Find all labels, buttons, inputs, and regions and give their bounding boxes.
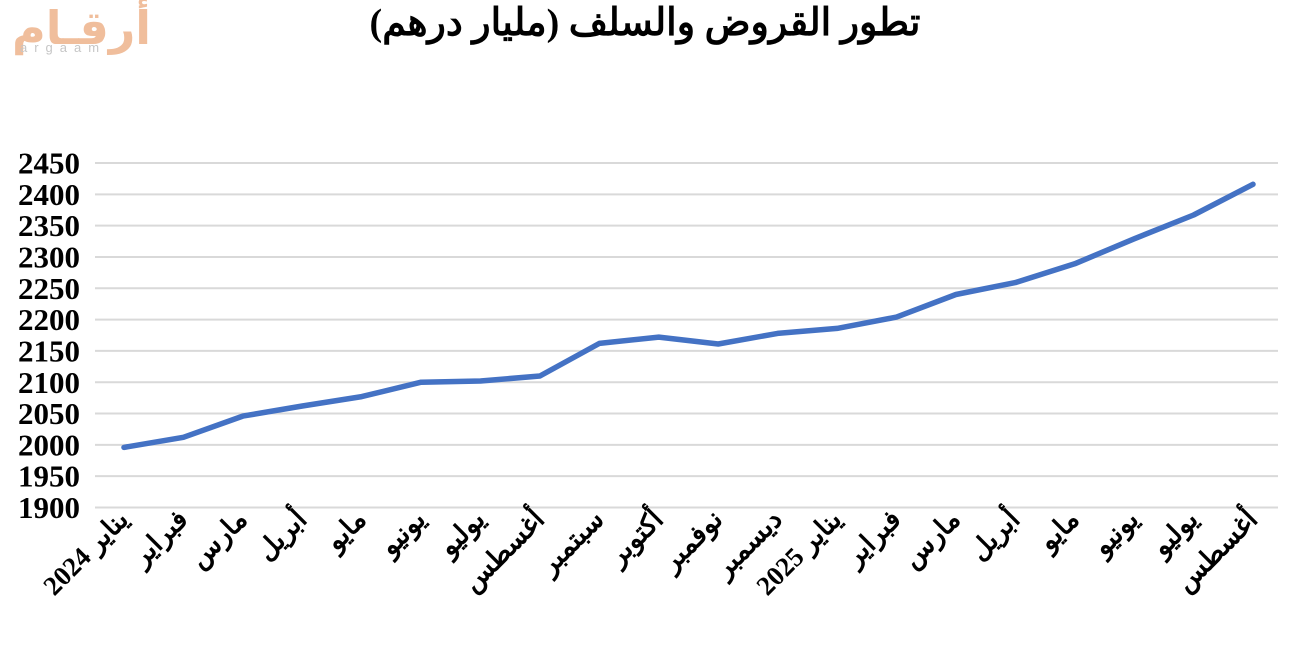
x-tick-label: يونيو [373,504,433,564]
y-tick-label: 2350 [18,208,80,243]
x-tick-label: سبتمبر [532,504,611,583]
y-tick-label: 2300 [18,239,80,274]
x-tick-label: مارس [183,504,254,575]
x-tick-label: فبراير [124,504,195,575]
y-tick-label: 1950 [18,459,80,494]
y-tick-label: 2450 [18,146,80,181]
y-tick-label: 2400 [18,177,80,212]
argaam-logo: أرقـام argaam [12,2,152,55]
y-tick-label: 2000 [18,427,80,462]
argaam-logo-latin-text: argaam [20,39,107,55]
y-axis-labels: 1900195020002050210021502200225023002350… [18,146,80,525]
x-tick-label: أكتوبر [598,502,670,574]
x-tick-label: مايو [318,504,373,559]
gridlines [95,162,1278,509]
y-tick-label: 2050 [18,396,80,431]
x-tick-label: أبريل [248,502,314,568]
argaam-logo-arabic-text: أرقـام [12,1,152,55]
y-tick-label: 2150 [18,333,80,368]
y-tick-label: 2250 [18,271,80,306]
x-tick-label: يونيو [1086,504,1146,564]
loans-data-line [121,181,1256,451]
x-tick-label: فبراير [838,504,909,575]
x-tick-label: مارس [896,504,967,575]
chart-title: تطور القروض والسلف (مليار درهم) [369,2,921,44]
x-tick-label: أبريل [961,502,1027,568]
y-tick-label: 2200 [18,302,80,337]
y-tick-label: 2100 [18,365,80,400]
x-tick-label: مايو [1031,504,1086,559]
y-tick-label: 1900 [18,490,80,525]
